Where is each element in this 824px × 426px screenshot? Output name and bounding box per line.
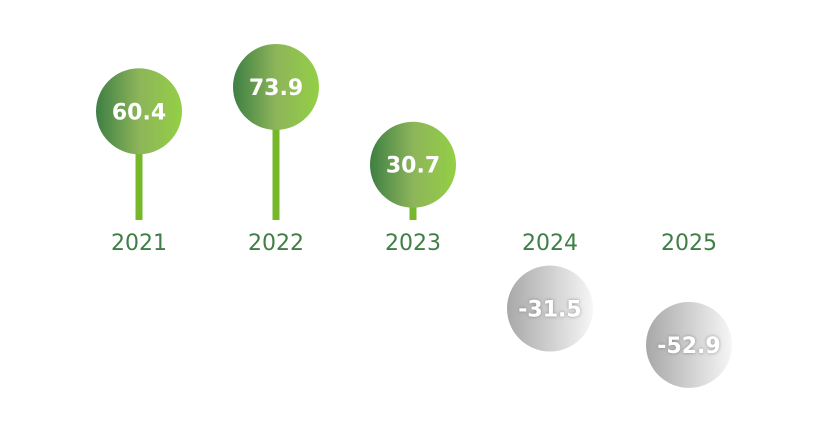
value-label-2021: 60.4 [112,100,166,125]
year-label-2025: 2025 [661,231,717,256]
bubble-2025 [646,301,732,388]
bubble-2024 [507,265,593,352]
value-label-2023: 30.7 [386,154,440,179]
bubble-2022 [233,43,319,130]
year-label-2022: 2022 [248,231,304,256]
year-label-2024: 2024 [522,231,578,256]
value-label-2024: -31.5 [518,298,581,323]
year-label-2021: 2021 [111,231,167,256]
bubble-2023 [370,121,456,208]
value-label-2025: -52.9 [657,334,720,359]
bubble-2021 [96,68,182,155]
value-label-2022: 73.9 [249,76,303,101]
year-label-2023: 2023 [385,231,441,256]
